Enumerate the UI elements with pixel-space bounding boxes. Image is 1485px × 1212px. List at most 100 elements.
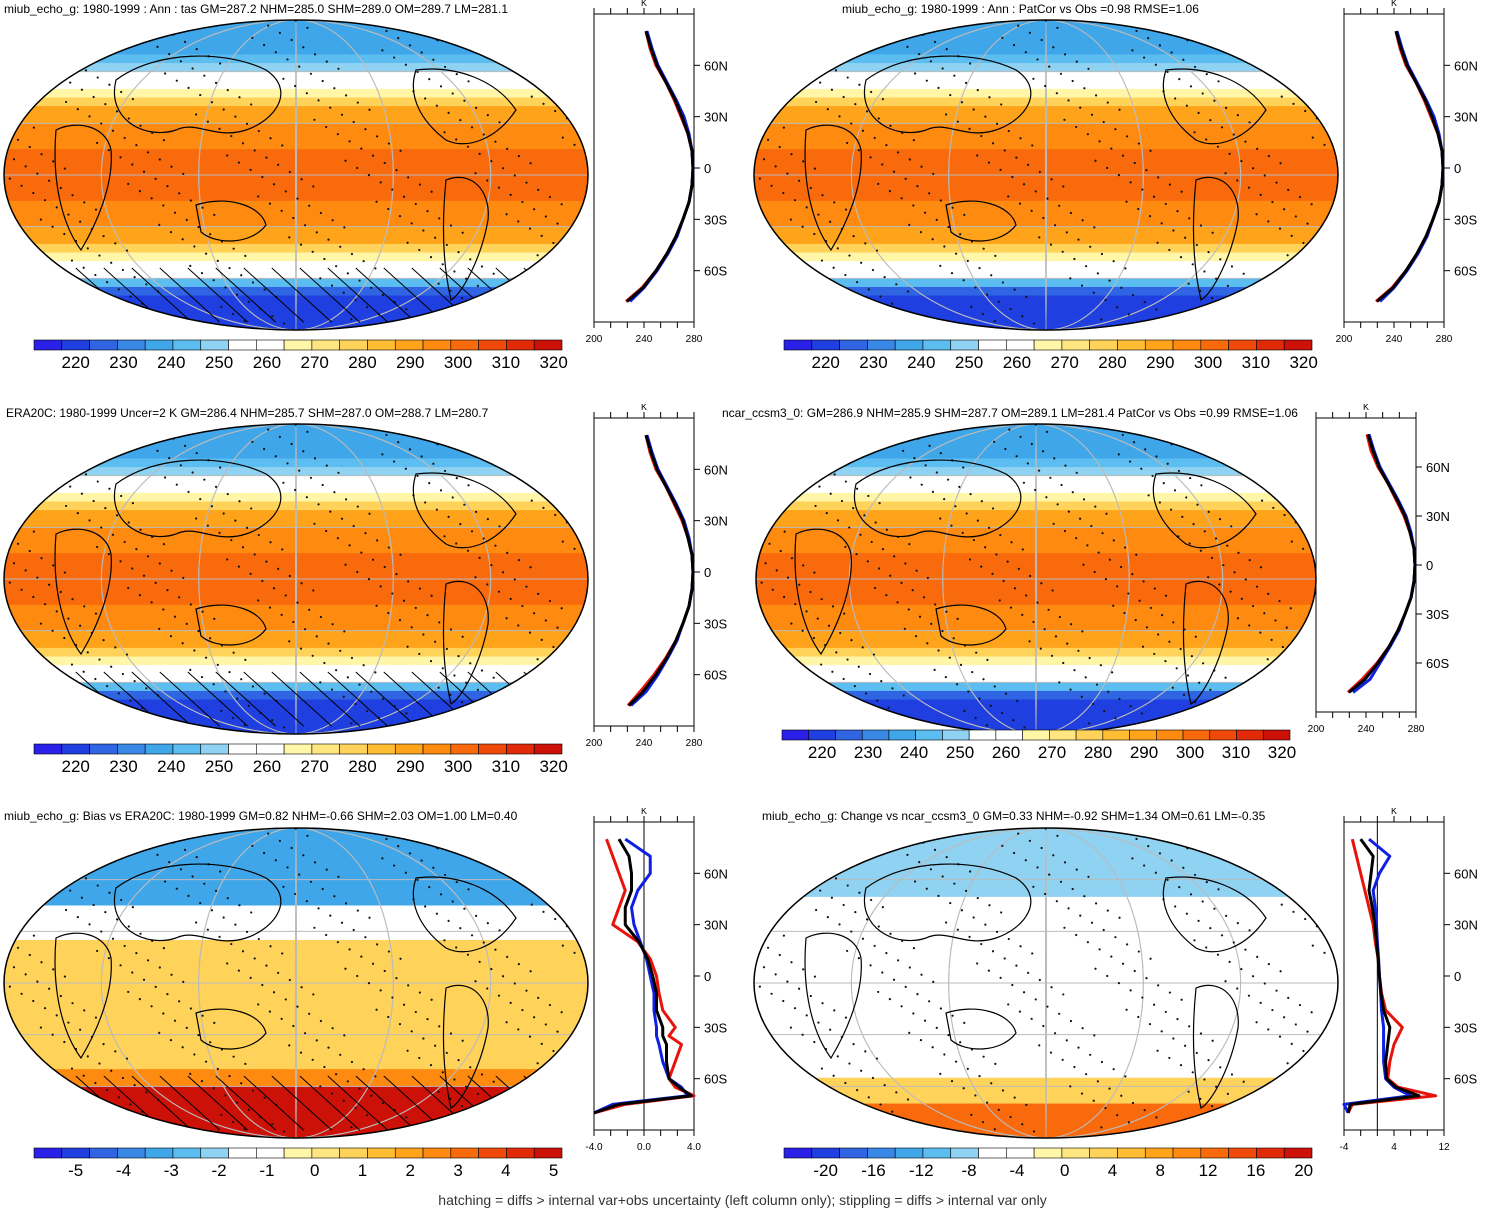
stipple-dot [851, 1108, 855, 1111]
stipple-dot [449, 693, 452, 696]
stipple-dot [1289, 607, 1292, 610]
stipple-dot [183, 848, 187, 851]
colorbar-swatch [256, 1147, 285, 1159]
stipple-dot [265, 156, 268, 159]
stipple-dot [439, 489, 443, 492]
stipple-dot [559, 1076, 563, 1079]
stipple-dot [1234, 1119, 1237, 1122]
stipple-dot [277, 163, 280, 166]
colorbar-tick-label: 260 [992, 743, 1020, 762]
stipple-dot [1094, 505, 1097, 508]
stipple-dot [1123, 830, 1126, 833]
stipple-dot [88, 519, 91, 522]
stipple-dot [399, 553, 402, 556]
stipple-dot [1162, 482, 1165, 485]
stipple-dot [802, 968, 805, 971]
stipple-dot [1261, 434, 1264, 437]
stipple-dot [63, 571, 67, 574]
profile-frame [593, 417, 695, 727]
stipple-dot [891, 302, 894, 305]
stipple-dot [492, 27, 495, 31]
stipple-dot [766, 430, 769, 433]
continent-outline [195, 200, 267, 242]
stipple-dot [990, 274, 993, 277]
stipple-dot [1147, 494, 1150, 497]
colorbar-swatch [33, 1147, 63, 1159]
stipple-dot [1261, 306, 1265, 309]
stipple-dot [251, 36, 254, 39]
stipple-dot [1039, 647, 1042, 650]
stipple-dot [123, 944, 126, 948]
stipple-dot [241, 546, 245, 549]
stipple-dot [1087, 722, 1091, 725]
stipple-dot [1152, 1003, 1156, 1006]
stipple-dot [564, 249, 567, 252]
stipple-dot [178, 1000, 181, 1003]
stipple-dot [972, 108, 975, 111]
stipple-dot [554, 917, 557, 921]
stipple-dot [861, 646, 864, 649]
stipple-dot [1201, 900, 1204, 903]
stipple-dot [552, 241, 555, 245]
stipple-dot [1244, 140, 1247, 143]
stipple-dot [1290, 540, 1293, 543]
stipple-dot [101, 704, 105, 707]
stipple-dot [1218, 583, 1221, 586]
stipple-dot [437, 282, 440, 285]
stipple-dot [528, 1035, 532, 1038]
stipple-dot [8, 177, 11, 180]
stipple-dot [370, 690, 373, 693]
stipple-dot [407, 580, 410, 583]
stipple-dot [823, 870, 826, 873]
stipple-dot [515, 446, 518, 449]
stipple-dot [530, 95, 533, 98]
stipple-dot [548, 665, 551, 668]
stipple-dot [519, 830, 522, 834]
stipple-dot [908, 1031, 911, 1034]
stipple-dot [64, 504, 68, 508]
stipple-dot [94, 677, 97, 681]
stipple-dot [193, 649, 196, 652]
stipple-dot [980, 565, 983, 568]
stipple-dot [1319, 905, 1323, 908]
stipple-dot [982, 247, 985, 250]
stipple-dot [176, 728, 179, 731]
stipple-dot [836, 519, 840, 522]
stipple-dot [1093, 226, 1096, 229]
stipple-dot [206, 120, 209, 123]
stipple-dot [422, 1037, 425, 1040]
stipple-dot [1205, 708, 1208, 711]
stipple-dot [1224, 980, 1227, 983]
stipple-dot [220, 305, 223, 308]
stipple-dot [410, 626, 413, 629]
colorbar-swatch [283, 339, 313, 351]
stipple-dot [356, 505, 359, 508]
stipple-dot [162, 1012, 165, 1015]
stipple-dot [537, 996, 540, 999]
stipple-dot [77, 42, 80, 45]
stipple-dot [1123, 22, 1126, 25]
stipple-dot [1209, 119, 1212, 122]
stipple-dot [1106, 909, 1109, 912]
stipple-dot [381, 453, 384, 456]
stipple-dot [1011, 983, 1014, 987]
stipple-dot [278, 839, 281, 842]
stipple-dot [401, 1135, 404, 1138]
stipple-dot [1216, 145, 1220, 148]
stipple-dot [261, 983, 264, 987]
stipple-dot [1261, 869, 1264, 872]
stipple-dot [36, 980, 39, 983]
stipple-dot [1145, 169, 1148, 172]
stipple-dot [904, 562, 907, 565]
stipple-dot [754, 1071, 756, 1074]
stipple-dot [1086, 133, 1089, 136]
stipple-dot [251, 685, 255, 688]
colorbar-tick-label: 250 [205, 757, 233, 776]
stipple-dot [1149, 606, 1152, 610]
stipple-dot [867, 1096, 870, 1099]
stipple-dot [253, 957, 256, 960]
stipple-dot [511, 61, 514, 64]
stipple-dot [1075, 60, 1078, 63]
stipple-dot [455, 73, 458, 76]
stipple-dot [1087, 875, 1090, 878]
